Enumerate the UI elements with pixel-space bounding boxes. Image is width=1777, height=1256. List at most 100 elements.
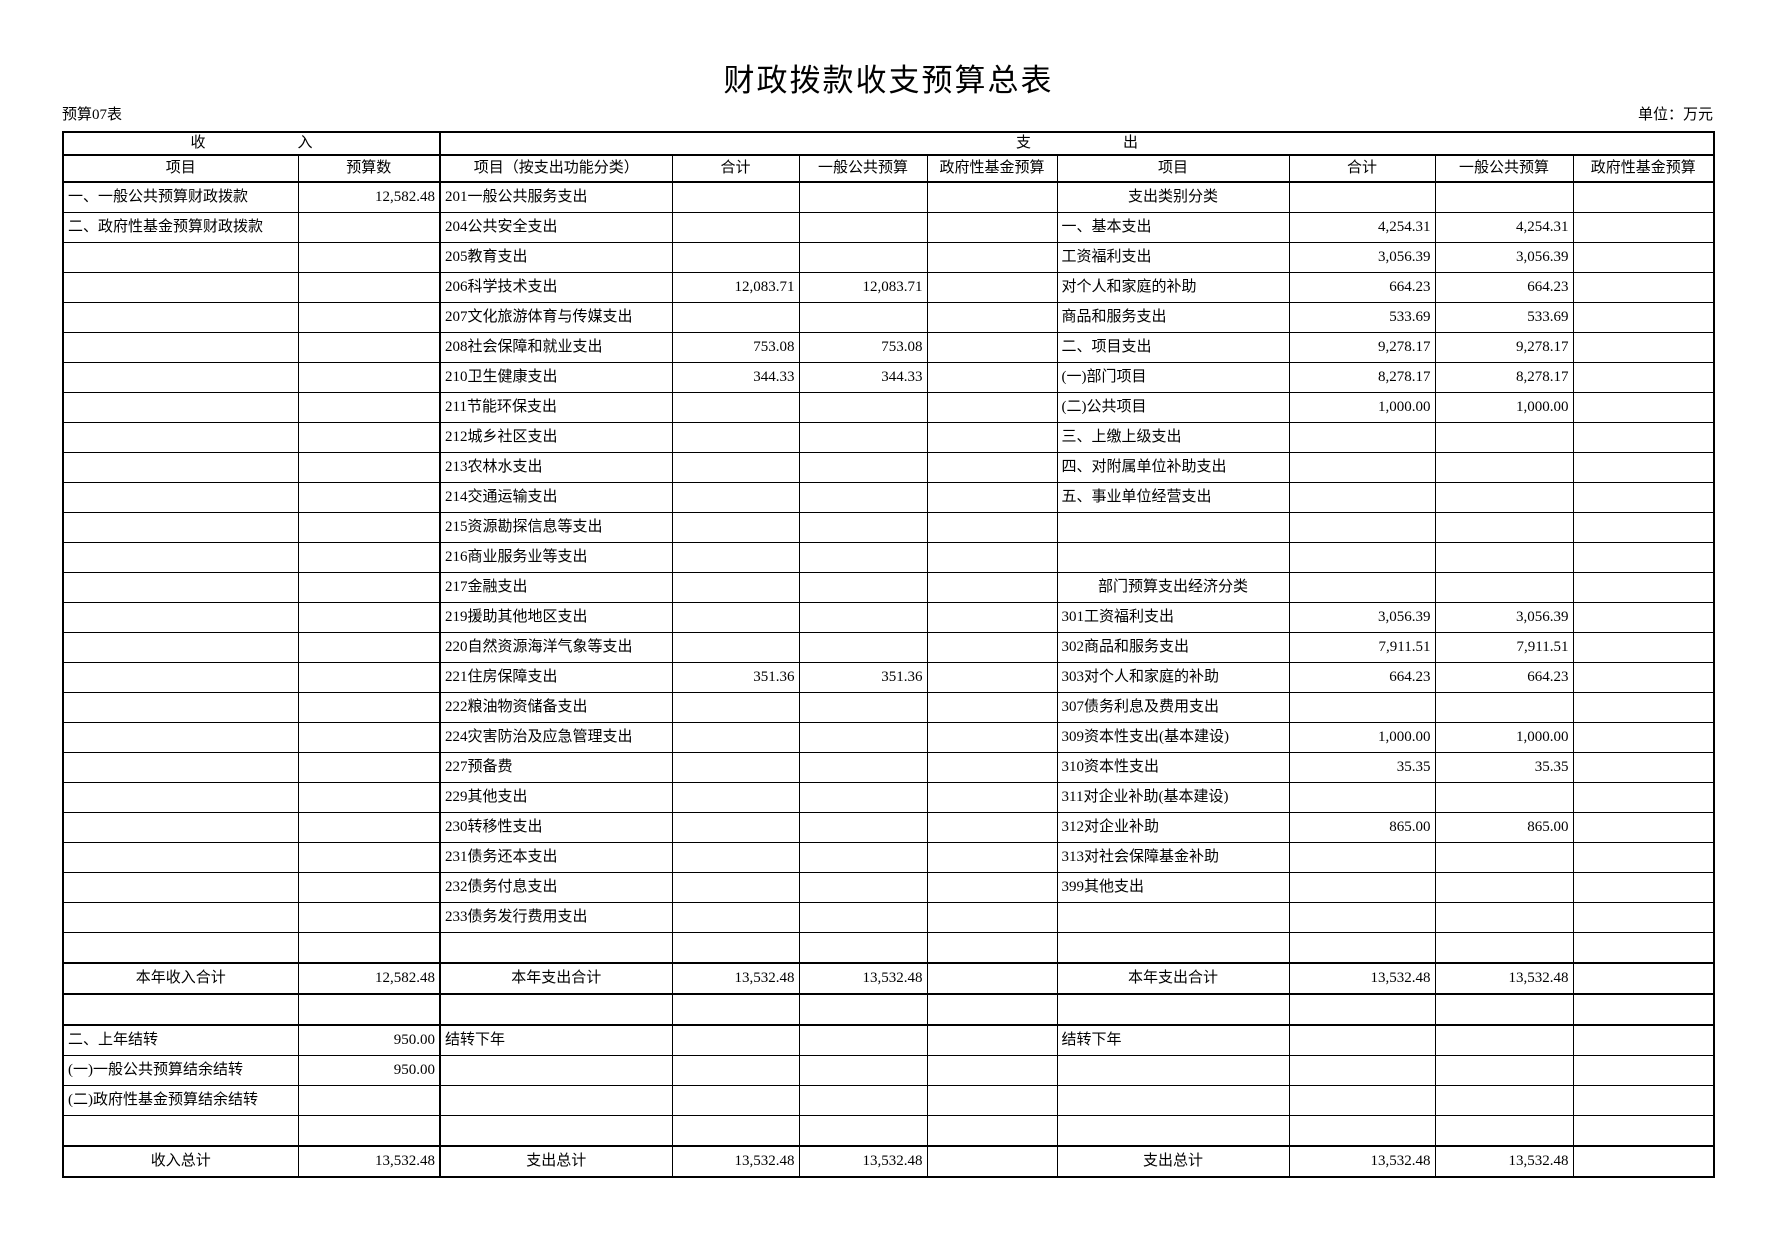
exp-function-total-cell: [671, 1085, 800, 1116]
income-item-cell: [62, 1115, 299, 1147]
exp-function-total-cell: [671, 302, 800, 333]
column-header: 预算数: [297, 154, 441, 183]
exp-econ-item-cell: [1056, 993, 1290, 1026]
exp-function-general-budget-cell: [798, 181, 928, 213]
exp-econ-general-budget-cell: [1434, 422, 1574, 453]
exp-function-item-cell: 227预备费: [439, 752, 673, 783]
exp-function-general-budget-cell: [798, 902, 928, 933]
exp-econ-gov-fund-cell: [1572, 512, 1715, 543]
exp-function-item-cell: 231债务还本支出: [439, 842, 673, 873]
income-budget-cell: [297, 632, 441, 663]
exp-econ-gov-fund-cell: [1572, 662, 1715, 693]
exp-function-total-cell: [671, 692, 800, 723]
exp-econ-gov-fund-cell: [1572, 542, 1715, 573]
exp-econ-item-cell: 310资本性支出: [1056, 752, 1290, 783]
table-row: 一、一般公共预算财政拨款 12,582.48 201一般公共服务支出 支出类别分类: [62, 181, 1715, 213]
exp-econ-item-cell: (一)部门项目: [1056, 362, 1290, 393]
exp-econ-item-cell: 313对社会保障基金补助: [1056, 842, 1290, 873]
exp-function-item-cell: 217金融支出: [439, 572, 673, 603]
income-item-cell: 二、政府性基金预算财政拨款: [62, 212, 299, 243]
exp-function-item-cell: 232债务付息支出: [439, 872, 673, 903]
exp-econ-general-budget-cell: [1434, 512, 1574, 543]
column-header: 政府性基金预算: [1572, 154, 1715, 183]
exp-econ-general-budget-cell: 533.69: [1434, 302, 1574, 333]
exp-function-general-budget-cell: [798, 482, 928, 513]
exp-econ-total-cell: [1288, 512, 1436, 543]
column-header: 合计: [671, 154, 800, 183]
income-budget-cell: 12,582.48: [297, 962, 441, 995]
exp-function-total-cell: 351.36: [671, 662, 800, 693]
exp-econ-general-budget-cell: 865.00: [1434, 812, 1574, 843]
exp-function-item-cell: 216商业服务业等支出: [439, 542, 673, 573]
income-budget-cell: 950.00: [297, 1055, 441, 1086]
exp-econ-item-cell: 301工资福利支出: [1056, 602, 1290, 633]
income-budget-cell: [297, 902, 441, 933]
exp-econ-general-budget-cell: [1434, 482, 1574, 513]
exp-function-general-budget-cell: [798, 242, 928, 273]
column-header: 项目: [62, 154, 299, 183]
exp-econ-total-cell: 1,000.00: [1288, 722, 1436, 753]
exp-function-gov-fund-cell: [926, 962, 1058, 995]
exp-econ-gov-fund-cell: [1572, 422, 1715, 453]
table-row: 229其他支出 311对企业补助(基本建设): [62, 782, 1715, 813]
exp-econ-general-budget-cell: [1434, 181, 1574, 213]
exp-econ-item-cell: 工资福利支出: [1056, 242, 1290, 273]
exp-function-gov-fund-cell: [926, 212, 1058, 243]
exp-function-item-cell: 211节能环保支出: [439, 392, 673, 423]
exp-econ-item-cell: 二、项目支出: [1056, 332, 1290, 363]
exp-econ-general-budget-cell: 35.35: [1434, 752, 1574, 783]
exp-econ-total-cell: [1288, 181, 1436, 213]
exp-econ-general-budget-cell: 13,532.48: [1434, 1145, 1574, 1178]
income-budget-cell: [297, 332, 441, 363]
income-item-cell: (二)政府性基金预算结余结转: [62, 1085, 299, 1116]
exp-econ-item-cell: 三、上缴上级支出: [1056, 422, 1290, 453]
table-row: 224灾害防治及应急管理支出 309资本性支出(基本建设) 1,000.00 1,00…: [62, 722, 1715, 753]
exp-econ-gov-fund-cell: [1572, 392, 1715, 423]
income-item-cell: [62, 662, 299, 693]
income-budget-cell: [297, 422, 441, 453]
exp-function-item-cell: 233债务发行费用支出: [439, 902, 673, 933]
income-budget-cell: [297, 872, 441, 903]
exp-function-item-cell: 本年支出合计: [439, 962, 673, 995]
income-item-cell: [62, 332, 299, 363]
exp-econ-general-budget-cell: 9,278.17: [1434, 332, 1574, 363]
exp-function-gov-fund-cell: [926, 993, 1058, 1026]
exp-econ-gov-fund-cell: [1572, 782, 1715, 813]
exp-econ-gov-fund-cell: [1572, 1024, 1715, 1056]
exp-econ-general-budget-cell: 664.23: [1434, 662, 1574, 693]
exp-function-general-budget-cell: 351.36: [798, 662, 928, 693]
column-header: 政府性基金预算: [926, 154, 1058, 183]
exp-econ-general-budget-cell: 1,000.00: [1434, 722, 1574, 753]
income-item-cell: [62, 812, 299, 843]
table-row: 230转移性支出 312对企业补助 865.00 865.00: [62, 812, 1715, 843]
exp-econ-total-cell: 9,278.17: [1288, 332, 1436, 363]
income-item-cell: [62, 272, 299, 303]
exp-function-total-cell: [671, 242, 800, 273]
exp-function-item-cell: 214交通运输支出: [439, 482, 673, 513]
income-budget-cell: 13,532.48: [297, 1145, 441, 1178]
column-header: 合计: [1288, 154, 1436, 183]
exp-function-total-cell: [671, 752, 800, 783]
exp-function-general-budget-cell: [798, 602, 928, 633]
income-item-cell: [62, 932, 299, 964]
exp-function-item-cell: 213农林水支出: [439, 452, 673, 483]
exp-econ-total-cell: [1288, 692, 1436, 723]
table-row: 213农林水支出 四、对附属单位补助支出: [62, 452, 1715, 483]
income-budget-cell: [297, 692, 441, 723]
exp-econ-item-cell: 309资本性支出(基本建设): [1056, 722, 1290, 753]
exp-econ-total-cell: 1,000.00: [1288, 392, 1436, 423]
exp-function-gov-fund-cell: [926, 1085, 1058, 1116]
exp-econ-item-cell: [1056, 932, 1290, 964]
exp-function-gov-fund-cell: [926, 302, 1058, 333]
income-budget-cell: [297, 212, 441, 243]
column-header: 项目: [1056, 154, 1290, 183]
exp-econ-gov-fund-cell: [1572, 1055, 1715, 1086]
exp-function-item-cell: [439, 932, 673, 964]
exp-econ-total-cell: [1288, 1115, 1436, 1147]
exp-function-general-budget-cell: [798, 512, 928, 543]
exp-function-total-cell: [671, 902, 800, 933]
exp-function-general-budget-cell: [798, 1085, 928, 1116]
exp-function-general-budget-cell: [798, 572, 928, 603]
table-row: 211节能环保支出 (二)公共项目 1,000.00 1,000.00: [62, 392, 1715, 423]
exp-econ-total-cell: [1288, 993, 1436, 1026]
